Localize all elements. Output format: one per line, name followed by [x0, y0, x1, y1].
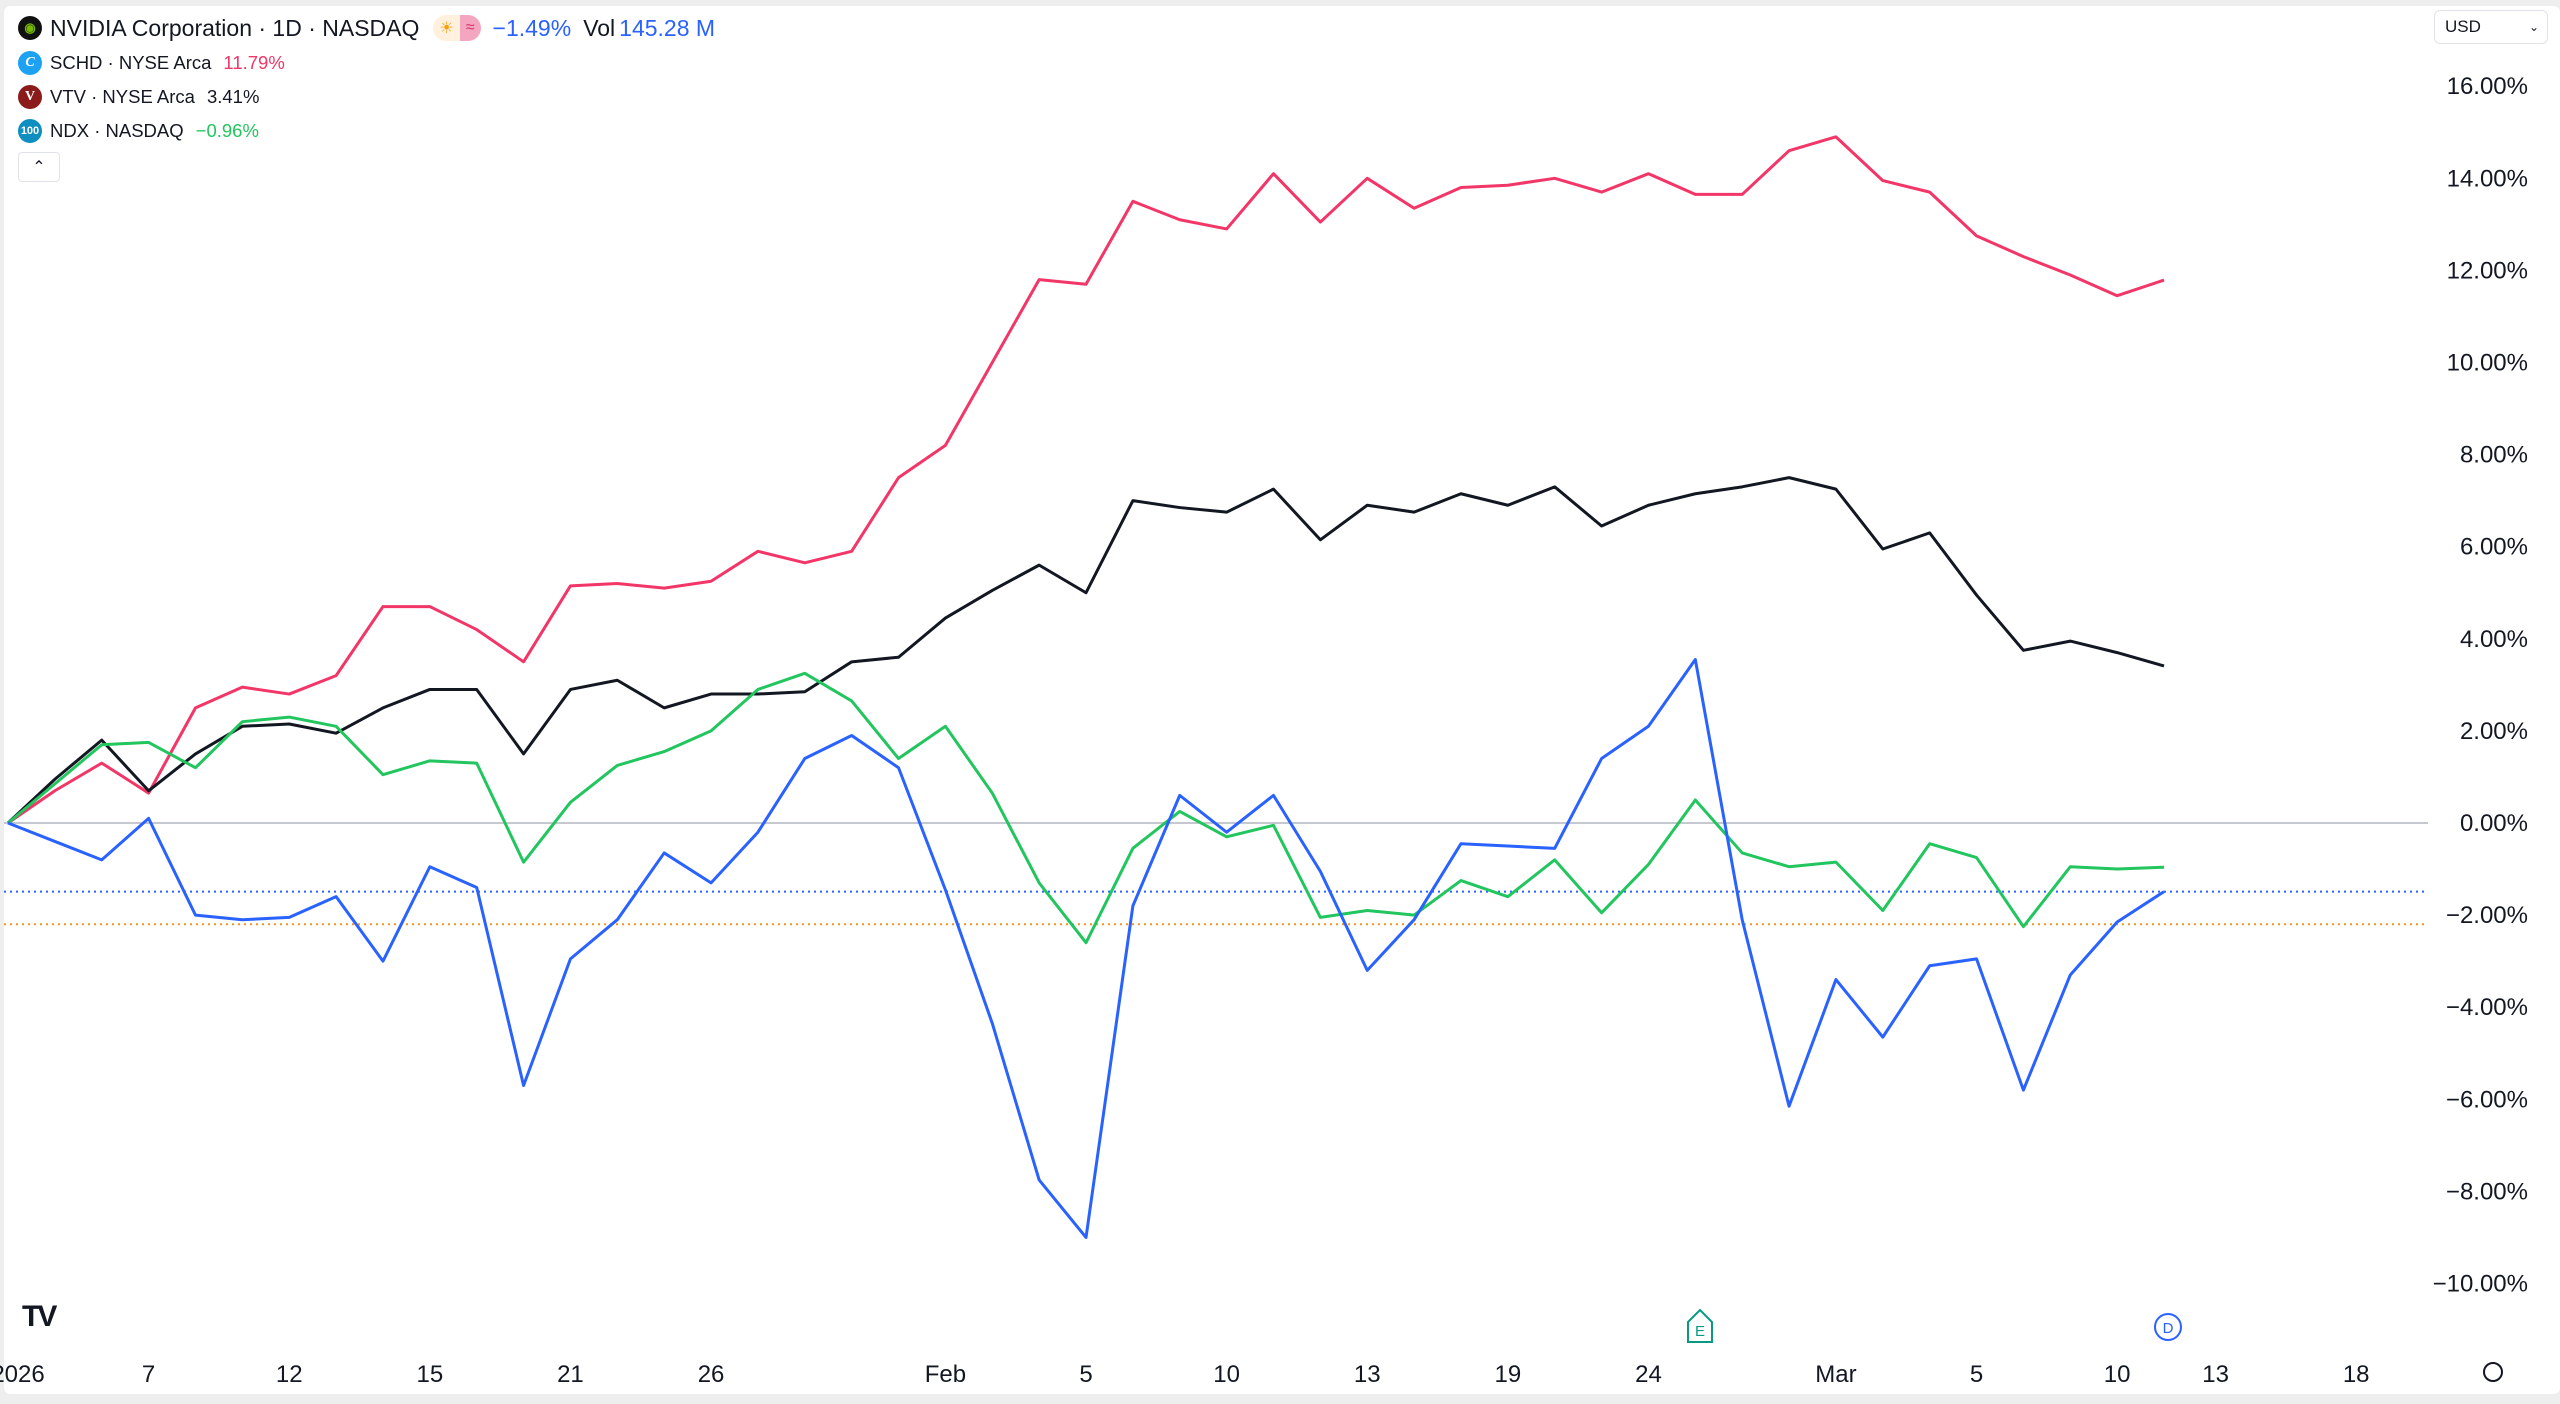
y-tick-label: 6.00% [2460, 534, 2528, 561]
series-line-vtv[interactable] [6, 476, 2165, 825]
legend-item-ndx[interactable]: 100 NDX · NASDAQ −0.96% [18, 114, 715, 148]
legend-item-label: VTV · NYSE Arca [50, 86, 195, 107]
x-tick-label: 13 [2202, 1361, 2229, 1388]
y-tick-label: −10.00% [2433, 1271, 2528, 1298]
x-tick-label: 18 [2343, 1361, 2370, 1388]
status-badges[interactable]: ☀ ≈ [433, 15, 481, 41]
x-tick-label: Mar [1815, 1361, 1856, 1388]
x-tick-label: 13 [1354, 1361, 1381, 1388]
series-line-ndx[interactable] [7, 671, 2165, 945]
x-tick-label: 24 [1635, 1361, 1662, 1388]
x-tick-label: 26 [698, 1361, 725, 1388]
nvidia-logo-icon: ◉ [18, 16, 42, 40]
currency-value: USD [2445, 17, 2481, 36]
series-line-schd[interactable] [7, 135, 2165, 825]
x-tick-label: 10 [1213, 1361, 1240, 1388]
y-tick-label: 0.00% [2460, 810, 2528, 837]
market-open-icon: ☀ [433, 15, 460, 41]
y-tick-label: 2.00% [2460, 718, 2528, 745]
y-tick-label: 8.00% [2460, 442, 2528, 469]
legend: ◉ NVIDIA Corporation · 1D · NASDAQ ☀ ≈ −… [18, 10, 715, 148]
x-tick-label: 19 [1494, 1361, 1521, 1388]
y-tick-label: −4.00% [2446, 994, 2528, 1021]
x-tick-label: Feb [925, 1361, 966, 1388]
y-tick-label: 16.00% [2447, 73, 2528, 100]
main-symbol-title: NVIDIA Corporation · 1D · NASDAQ [50, 14, 420, 41]
earnings-label: E [1695, 1323, 1705, 1340]
x-tick-label: 21 [557, 1361, 584, 1388]
ndx-logo-icon: 100 [18, 119, 42, 143]
x-tick-label: 10 [2104, 1361, 2131, 1388]
chart-frame [4, 6, 2560, 1394]
delayed-data-icon: ≈ [459, 15, 481, 41]
volume-label: Vol [583, 14, 616, 41]
series-line-nvidia[interactable] [7, 658, 2165, 1239]
legend-item-change: 11.79% [223, 52, 285, 73]
legend-item-change: 3.41% [206, 86, 260, 107]
legend-main-row[interactable]: ◉ NVIDIA Corporation · 1D · NASDAQ ☀ ≈ −… [18, 10, 715, 46]
y-tick-label: 12.00% [2447, 257, 2528, 284]
y-tick-label: 10.00% [2447, 350, 2528, 377]
schd-logo-icon: C [18, 51, 42, 75]
legend-item-label: NDX · NASDAQ [50, 120, 184, 141]
settings-gear-icon[interactable] [2483, 1362, 2503, 1382]
x-tick-label: 2026 [0, 1361, 45, 1388]
chevron-up-icon: ⌃ [32, 159, 46, 176]
legend-item-change: −0.96% [195, 120, 259, 141]
x-tick-label: 5 [1970, 1361, 1983, 1388]
volume-value: 145.28 M [619, 14, 716, 41]
x-tick-label: 12 [276, 1361, 303, 1388]
legend-item-vtv[interactable]: V VTV · NYSE Arca 3.41% [18, 80, 715, 114]
main-change: −1.49% [492, 14, 572, 41]
dividend-label: D [2163, 1320, 2174, 1337]
earnings-marker[interactable]: E [1687, 1308, 1713, 1343]
y-tick-label: −2.00% [2446, 902, 2528, 929]
x-tick-label: 5 [1079, 1361, 1092, 1388]
dividend-icon[interactable] [2154, 1313, 2182, 1341]
x-tick-label: 7 [142, 1361, 155, 1388]
legend-item-label: SCHD · NYSE Arca [50, 52, 212, 73]
y-tick-label: 14.00% [2447, 165, 2528, 192]
x-tick-label: 15 [416, 1361, 443, 1388]
currency-select[interactable]: USD ⌄ [2434, 10, 2548, 44]
y-tick-label: −6.00% [2446, 1086, 2528, 1113]
collapse-legend-button[interactable]: ⌃ [18, 152, 60, 182]
vtv-logo-icon: V [18, 85, 42, 109]
y-tick-label: 4.00% [2460, 626, 2528, 653]
y-tick-label: −8.00% [2446, 1178, 2528, 1205]
legend-item-schd[interactable]: C SCHD · NYSE Arca 11.79% [18, 46, 715, 80]
earnings-icon [1687, 1308, 1713, 1343]
chevron-down-icon: ⌄ [2528, 20, 2539, 34]
tradingview-logo[interactable]: TV [22, 1300, 57, 1333]
